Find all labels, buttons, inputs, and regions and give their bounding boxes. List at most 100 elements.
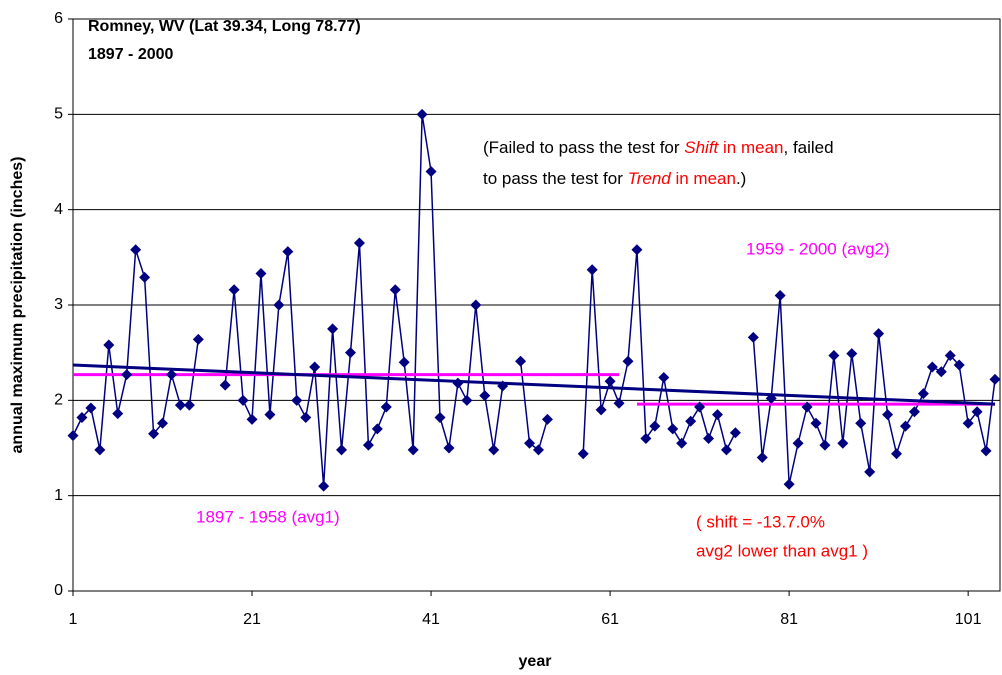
data-point xyxy=(577,448,589,460)
data-point xyxy=(819,439,831,451)
data-point xyxy=(264,409,276,421)
data-point xyxy=(649,420,661,432)
shift-note: ( shift = -13.7.0% xyxy=(696,512,825,531)
data-point xyxy=(855,417,867,429)
data-point xyxy=(291,394,303,406)
data-point xyxy=(398,356,410,368)
data-point xyxy=(801,401,813,413)
test-note-segment: to pass the test for xyxy=(483,169,628,188)
x-tick-label: 81 xyxy=(780,611,798,628)
data-point xyxy=(891,448,903,460)
test-note-segment: (Failed to pass the test for xyxy=(483,138,684,157)
x-tick-label: 61 xyxy=(601,611,619,628)
data-point xyxy=(828,350,840,362)
data-point xyxy=(989,373,1001,385)
data-point xyxy=(452,377,464,389)
data-point xyxy=(908,406,920,418)
data-point xyxy=(864,466,876,478)
average-label: 1959 - 2000 (avg2) xyxy=(746,239,890,258)
y-tick-label: 3 xyxy=(54,296,63,313)
data-point xyxy=(139,271,151,283)
data-point xyxy=(532,444,544,456)
data-point xyxy=(658,371,670,383)
data-point xyxy=(434,411,446,423)
data-point xyxy=(631,244,643,256)
test-note-segment: Shift xyxy=(684,138,719,157)
data-point xyxy=(765,392,777,404)
x-tick-label: 21 xyxy=(243,611,261,628)
data-point xyxy=(980,445,992,457)
data-point xyxy=(76,411,88,423)
data-point xyxy=(416,108,428,120)
data-point xyxy=(586,264,598,276)
data-point xyxy=(926,361,938,373)
data-point xyxy=(157,417,169,429)
chart-title: Romney, WV (Lat 39.34, Long 78.77) xyxy=(88,18,361,35)
data-point xyxy=(479,390,491,402)
data-point xyxy=(327,323,339,335)
data-point xyxy=(488,444,500,456)
data-point xyxy=(694,401,706,413)
data-point xyxy=(944,350,956,362)
y-axis-label: annual maximum precipitation (inches) xyxy=(9,157,26,454)
data-point xyxy=(425,166,437,178)
data-point xyxy=(371,423,383,435)
data-point xyxy=(667,423,679,435)
data-point xyxy=(962,417,974,429)
data-point xyxy=(336,444,348,456)
data-point xyxy=(470,299,482,311)
y-tick-label: 1 xyxy=(54,487,63,504)
y-tick-label: 4 xyxy=(54,201,63,218)
data-point xyxy=(192,333,204,345)
data-point xyxy=(595,404,607,416)
data-point xyxy=(613,397,625,409)
data-point xyxy=(165,369,177,381)
data-point xyxy=(917,388,929,400)
data-point xyxy=(380,401,392,413)
data-point xyxy=(935,366,947,378)
data-point xyxy=(67,430,79,442)
shift-note: avg2 lower than avg1 ) xyxy=(696,541,868,560)
data-point xyxy=(497,380,509,392)
data-point xyxy=(273,299,285,311)
x-axis-label: year xyxy=(519,653,552,670)
data-point xyxy=(712,409,724,421)
data-point xyxy=(622,355,634,367)
data-point xyxy=(282,246,294,258)
test-note: (Failed to pass the test for Shift in me… xyxy=(483,138,834,157)
test-note-segment: in mean xyxy=(718,138,783,157)
data-point xyxy=(389,284,401,296)
x-tick-label: 1 xyxy=(69,611,78,628)
data-point xyxy=(300,411,312,423)
data-point xyxy=(309,361,321,373)
test-note-segment: Trend xyxy=(628,169,672,188)
y-tick-label: 2 xyxy=(54,392,63,409)
test-note-segment: .) xyxy=(736,169,746,188)
data-point xyxy=(103,339,115,351)
test-note-segment: , failed xyxy=(784,138,834,157)
data-point xyxy=(747,331,759,343)
data-point xyxy=(246,413,258,425)
data-point xyxy=(443,442,455,454)
data-point xyxy=(792,437,804,449)
data-point xyxy=(837,437,849,449)
data-point xyxy=(685,415,697,427)
data-point xyxy=(85,402,97,414)
data-line xyxy=(519,361,549,452)
data-point xyxy=(515,355,527,367)
data-point xyxy=(318,480,330,492)
data-point xyxy=(524,437,536,449)
data-point xyxy=(873,328,885,340)
data-point xyxy=(676,437,688,449)
data-point xyxy=(121,369,133,381)
y-tick-label: 5 xyxy=(54,106,63,123)
data-point xyxy=(703,432,715,444)
data-point xyxy=(130,244,142,256)
data-point xyxy=(774,289,786,301)
data-point xyxy=(783,478,795,490)
data-point xyxy=(899,420,911,432)
data-point xyxy=(756,452,768,464)
data-point xyxy=(882,409,894,421)
data-point xyxy=(640,432,652,444)
trend-line xyxy=(72,363,996,406)
